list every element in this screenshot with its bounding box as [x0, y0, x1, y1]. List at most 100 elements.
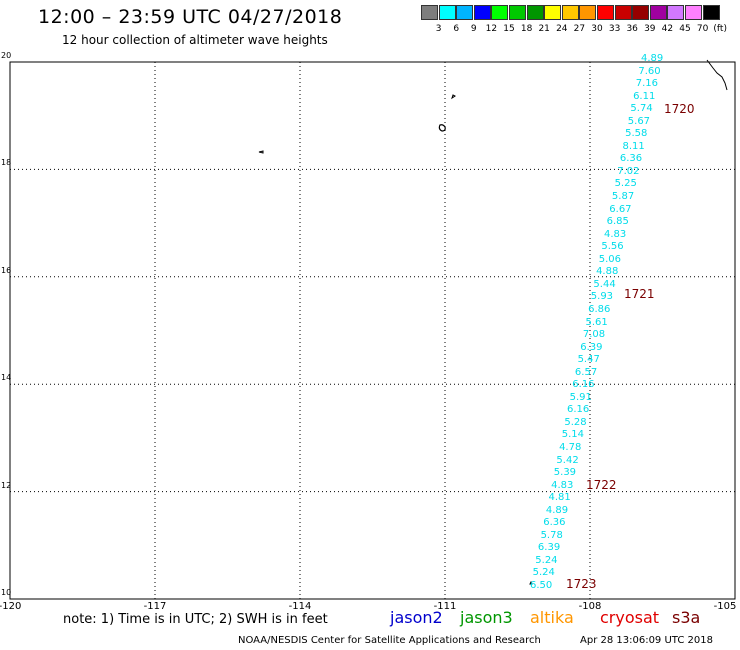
latitude-label: 10	[1, 588, 12, 597]
wave-height-value: 5.74	[630, 103, 653, 115]
wave-height-value: 6.39	[580, 341, 603, 353]
wave-height-value: 4.89	[545, 504, 569, 516]
colorbar-swatch	[632, 5, 650, 20]
latitude-label: 14	[1, 373, 12, 383]
wave-height-value: 8.11	[622, 140, 645, 152]
colorbar-swatch	[456, 5, 474, 20]
colorbar-swatch	[438, 5, 456, 20]
pass-number-label: 1723	[566, 577, 597, 591]
wave-height-value: 5.42	[556, 454, 579, 466]
colorbar-label: 70	[696, 24, 709, 34]
colorbar-swatch	[473, 5, 491, 20]
wave-height-value: 5.67	[627, 115, 651, 127]
coastline	[706, 59, 728, 91]
wave-height-value: 6.85	[606, 216, 629, 228]
island-outline	[529, 580, 533, 585]
wave-height-value: 6.11	[633, 90, 656, 102]
wave-height-value: 5.78	[540, 529, 563, 541]
wave-height-value: 6.50	[530, 580, 553, 591]
colorbar-label: 33	[608, 24, 621, 34]
colorbar-swatch	[667, 5, 685, 20]
pass-number-label: 1720	[664, 102, 695, 116]
satellite-jason2: jason2	[390, 608, 443, 627]
wave-height-value: 5.25	[614, 178, 637, 190]
wave-height-value: 4.89	[641, 53, 664, 64]
wave-height-value: 5.91	[569, 391, 592, 403]
satellite-cryosat: cryosat	[600, 608, 660, 627]
longitude-label: -108	[578, 601, 602, 612]
wave-height-value: 6.16	[572, 379, 595, 391]
colorbar-label: 21	[538, 24, 550, 34]
wave-height-value: 5.24	[535, 554, 558, 566]
colorbar-swatch	[614, 5, 632, 20]
wave-height-value: 5.58	[625, 128, 648, 140]
wave-height-value: 4.88	[596, 266, 619, 278]
satellite-altika: altika	[530, 608, 574, 627]
island-outline	[438, 124, 446, 132]
wave-height-value: 6.39	[537, 542, 561, 554]
wave-height-value: 7.08	[582, 329, 606, 341]
wave-height-value: 5.61	[585, 316, 608, 328]
footnote: note: 1) Time is in UTC; 2) SWH is in fe…	[63, 612, 328, 627]
wave-height-value: 5.06	[598, 253, 621, 265]
colorbar-label: 9	[470, 24, 477, 34]
colorbar-label: 39	[644, 24, 656, 34]
colorbar-label: 36	[626, 24, 638, 34]
wave-height-value: 5.93	[590, 291, 614, 303]
colorbar-swatch	[491, 5, 509, 20]
colorbar-label: 24	[556, 24, 568, 34]
wave-height-value: 5.44	[593, 278, 616, 290]
pass-number-label: 1722	[586, 478, 617, 492]
island-outline	[451, 94, 456, 100]
colorbar-label: 6	[453, 24, 460, 34]
wave-height-value: 4.83	[604, 228, 627, 240]
colorbar-label: 12	[485, 24, 498, 34]
wave-height-value: 5.87	[611, 191, 635, 203]
wave-height-value: 7.02	[617, 165, 640, 177]
wave-height-value: 6.67	[609, 203, 632, 215]
colorbar-swatch	[561, 5, 579, 20]
longitude-label: -111	[433, 601, 457, 612]
colorbar-swatch	[597, 5, 614, 20]
wave-height-value: 6.36	[619, 153, 643, 165]
latitude-label: 20	[1, 51, 12, 60]
wave-height-value: 6.36	[543, 517, 566, 529]
wave-height-value: 5.47	[577, 354, 600, 366]
colorbar-label: 18	[520, 24, 533, 34]
wave-height-value: 6.16	[567, 404, 590, 416]
colorbar-swatch	[421, 5, 438, 20]
wave-height-value: 5.56	[601, 241, 624, 253]
colorbar-swatch	[579, 5, 597, 20]
chart-subtitle: 12 hour collection of altimeter wave hei…	[62, 33, 328, 47]
wave-height-value: 7.16	[635, 78, 658, 90]
colorbar-swatch	[685, 5, 702, 20]
wave-height-value: 7.60	[638, 65, 661, 77]
wave-height-value: 5.24	[532, 567, 555, 579]
wave-height-value: 5.39	[553, 467, 577, 479]
longitude-label: -114	[288, 601, 312, 612]
longitude-label: -105	[713, 601, 737, 612]
chart-title: 12:00 – 23:59 UTC 04/27/2018	[38, 6, 343, 28]
wave-height-value: 5.28	[564, 416, 587, 428]
satellite-s3a: s3a	[672, 608, 701, 627]
colorbar-swatch	[544, 5, 562, 20]
latitude-label: 12	[1, 480, 12, 490]
wave-height-value: 4.78	[559, 441, 582, 453]
colorbar-label: 30	[591, 24, 603, 34]
longitude-label: -117	[143, 601, 167, 612]
wave-height-value: 6.57	[574, 366, 598, 378]
colorbar-label: 42	[661, 24, 674, 34]
wave-height-value: 4.81	[548, 492, 571, 504]
wave-height-value: 6.86	[588, 303, 611, 315]
latitude-label: 16	[1, 265, 12, 275]
longitude-label: -120	[0, 601, 22, 612]
colorbar-label: 27	[573, 24, 586, 34]
colorbar-swatch	[702, 5, 720, 20]
colorbar-swatch	[526, 5, 544, 20]
wave-height-value: 5.14	[561, 429, 584, 441]
colorbar-label: 15	[503, 24, 515, 34]
wave-height-value: 4.83	[551, 479, 574, 491]
pass-number-label: 1721	[624, 287, 655, 301]
colorbar-label: 45	[679, 24, 691, 34]
